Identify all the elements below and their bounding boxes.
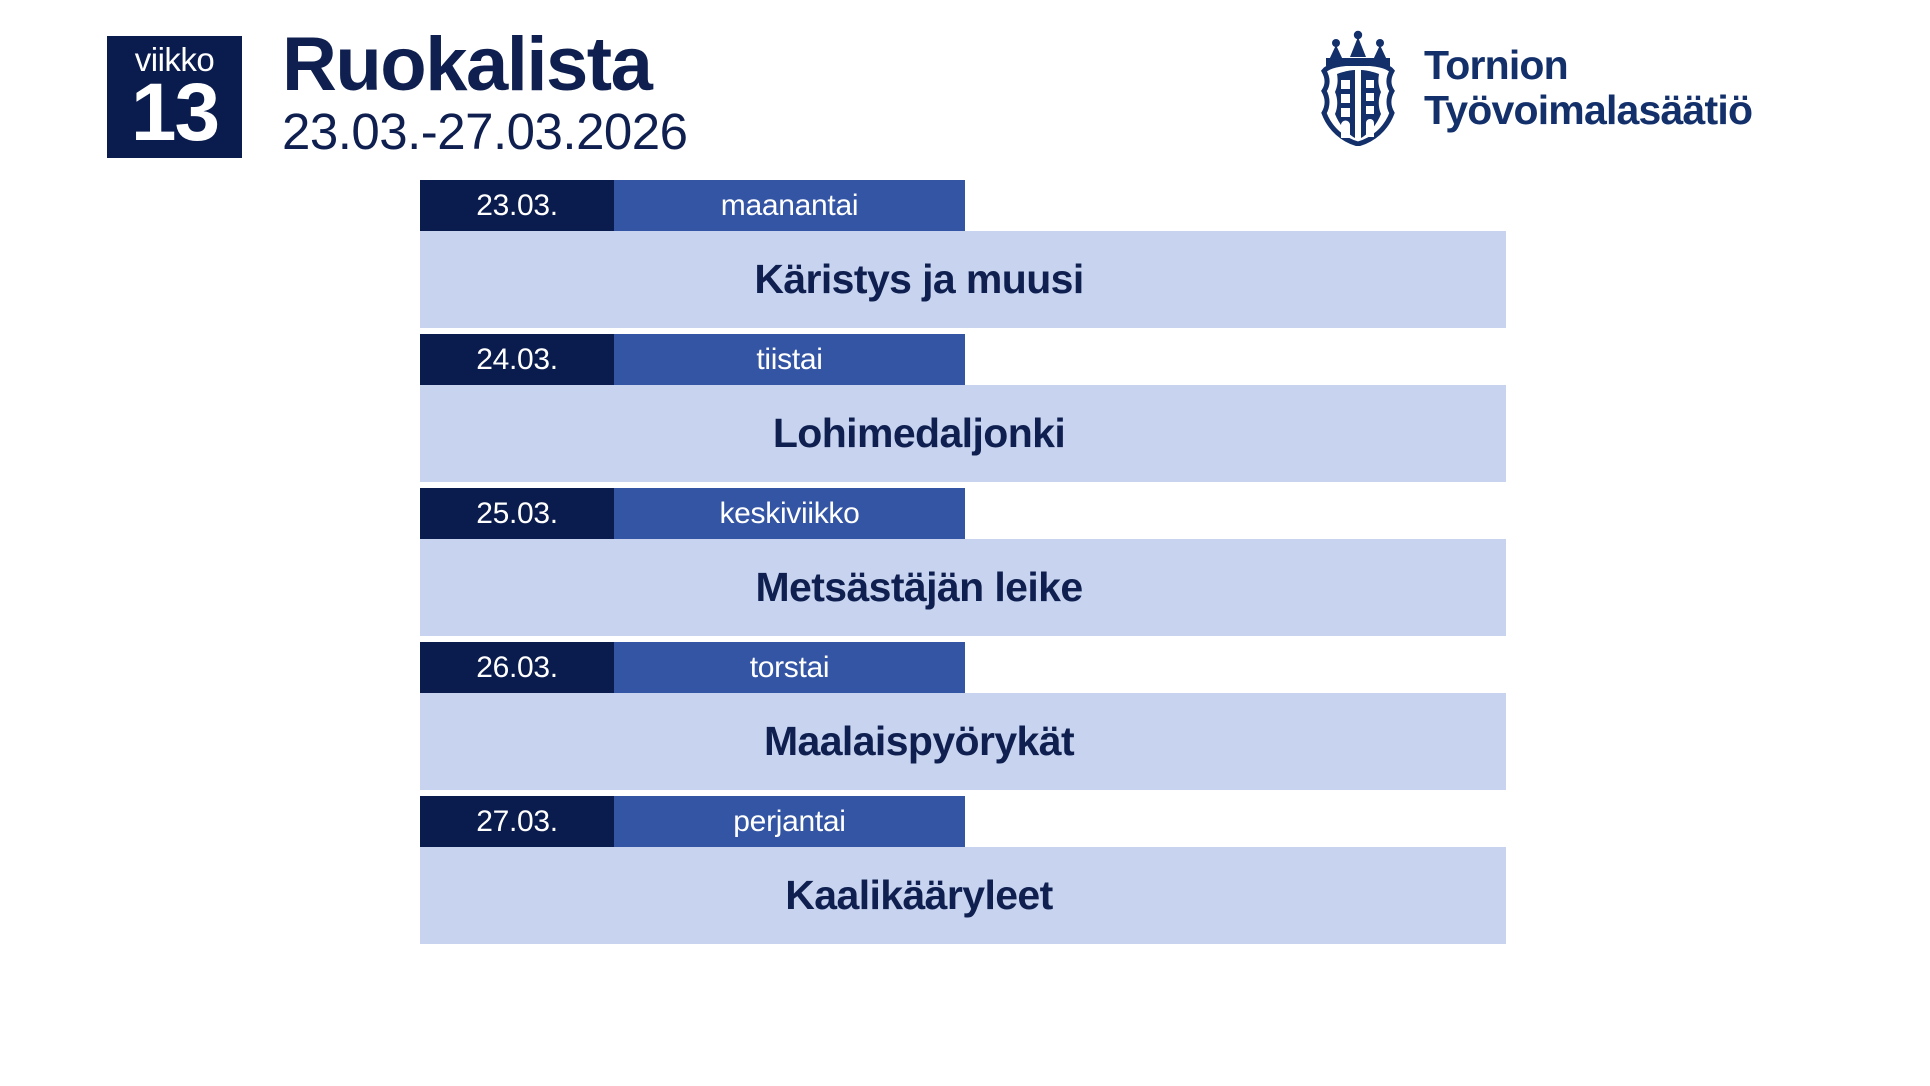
day-header: 24.03. tiistai [420, 334, 965, 385]
day-name: tiistai [614, 334, 965, 385]
week-number-badge: viikko 13 [107, 36, 242, 158]
dish-name: Maalaispyörykät [763, 718, 1075, 764]
organization-logo: Tornion Työvoimalasäätiö [1310, 30, 1753, 147]
logo-text-line2: Työvoimalasäätiö [1424, 87, 1753, 133]
logo-text: Tornion Työvoimalasäätiö [1424, 42, 1753, 133]
dish-name: Käristys ja muusi [754, 256, 1084, 302]
weekly-menu-list: 23.03. maanantai Käristys ja muusi 24.03… [0, 180, 1930, 950]
day-name: keskiviikko [614, 488, 965, 539]
day-date: 24.03. [420, 334, 614, 385]
title-block: Ruokalista 23.03.-27.03.2026 [282, 24, 688, 160]
dish-name: Kaalikääryleet [785, 872, 1053, 918]
dish-name: Metsästäjän leike [755, 564, 1083, 610]
dish-row: Kaalikääryleet [420, 847, 1506, 944]
week-label: viikko [134, 41, 215, 78]
day-date: 25.03. [420, 488, 614, 539]
logo-text-line1: Tornion [1424, 42, 1569, 88]
day-header: 27.03. perjantai [420, 796, 965, 847]
dish-row: Käristys ja muusi [420, 231, 1506, 328]
day-header: 23.03. maanantai [420, 180, 965, 231]
day-header: 25.03. keskiviikko [420, 488, 965, 539]
menu-day-row: 25.03. keskiviikko Metsästäjän leike [0, 488, 1930, 636]
menu-day-row: 26.03. torstai Maalaispyörykät [0, 642, 1930, 790]
page-title: Ruokalista [282, 22, 653, 107]
date-range: 23.03.-27.03.2026 [282, 103, 688, 160]
day-date: 23.03. [420, 180, 614, 231]
day-header: 26.03. torstai [420, 642, 965, 693]
day-name: torstai [614, 642, 965, 693]
dish-row: Metsästäjän leike [420, 539, 1506, 636]
dish-name: Lohimedaljonki [772, 410, 1066, 456]
week-number: 13 [130, 67, 220, 158]
menu-day-row: 23.03. maanantai Käristys ja muusi [0, 180, 1930, 328]
dish-row: Maalaispyörykät [420, 693, 1506, 790]
menu-day-row: 24.03. tiistai Lohimedaljonki [0, 334, 1930, 482]
day-date: 26.03. [420, 642, 614, 693]
day-name: maanantai [614, 180, 965, 231]
day-name: perjantai [614, 796, 965, 847]
menu-day-row: 27.03. perjantai Kaalikääryleet [0, 796, 1930, 944]
tornio-crest-shield-icon [1310, 30, 1406, 147]
dish-row: Lohimedaljonki [420, 385, 1506, 482]
page-header: viikko 13 Ruokalista 23.03.-27.03.2026 [0, 0, 1930, 180]
day-date: 27.03. [420, 796, 614, 847]
